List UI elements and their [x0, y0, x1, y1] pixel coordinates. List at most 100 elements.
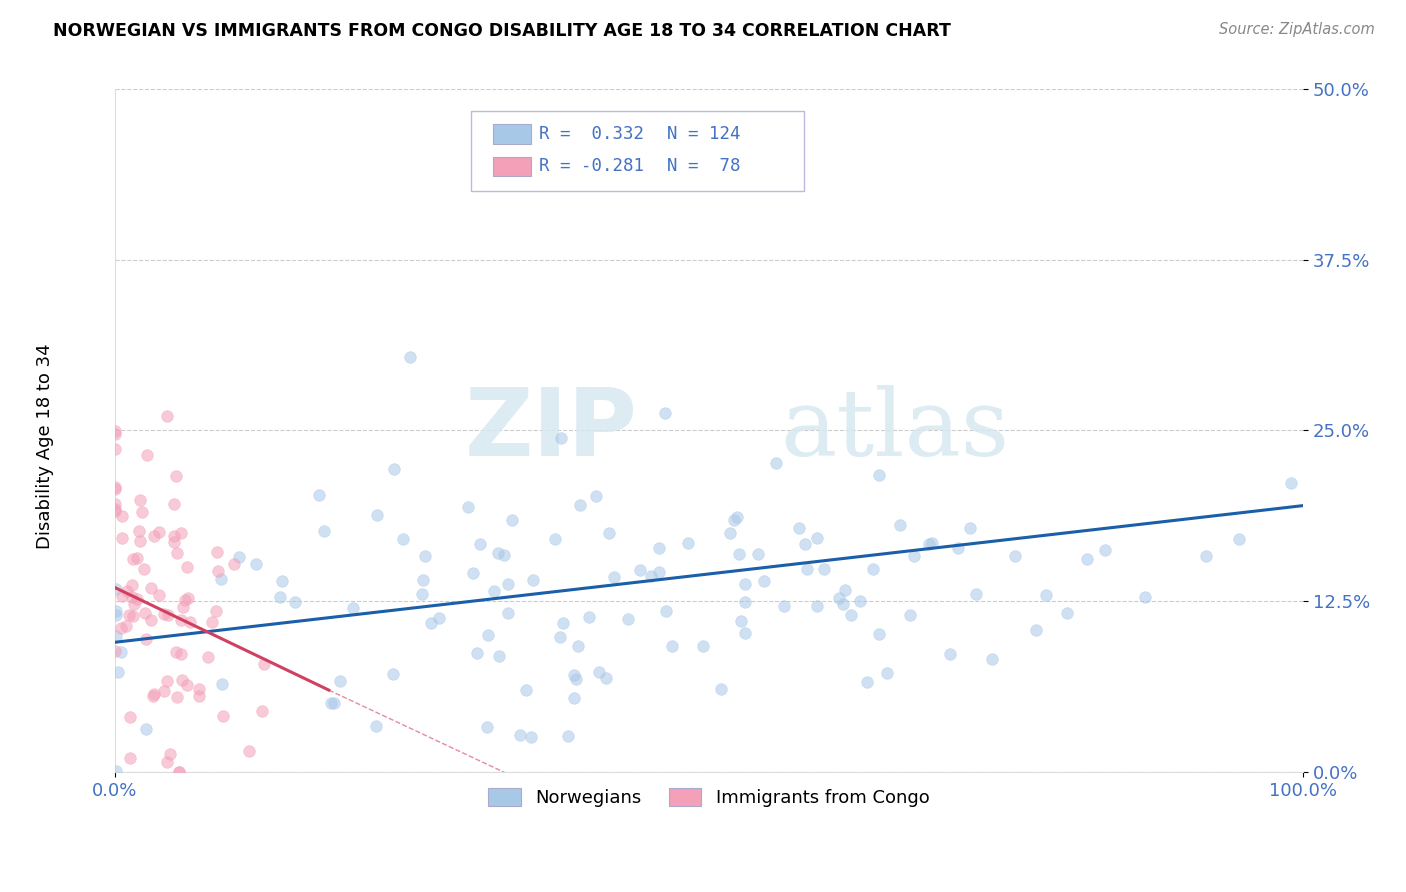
Point: [1135, 590, 1157, 604]
Point: [1227, 533, 1250, 547]
Point: [110, 645, 132, 659]
Point: [1076, 552, 1098, 566]
Point: [723, 512, 745, 526]
Point: [382, 462, 405, 476]
Point: [205, 545, 228, 559]
Point: [399, 350, 422, 364]
Point: [120, 710, 142, 724]
Point: [548, 630, 571, 644]
Point: [1279, 475, 1302, 490]
Text: R =  0.332: R = 0.332: [538, 125, 644, 143]
Point: [188, 690, 211, 704]
Point: [122, 597, 145, 611]
Point: [110, 531, 132, 545]
Point: [163, 497, 186, 511]
Text: atlas: atlas: [780, 385, 1010, 475]
Point: [522, 573, 544, 587]
Point: [188, 681, 211, 696]
Point: [323, 696, 346, 710]
Point: [1035, 588, 1057, 602]
Point: [105, 604, 128, 618]
Point: [876, 666, 898, 681]
Point: [197, 650, 219, 665]
Point: [166, 690, 188, 705]
Point: [1056, 607, 1078, 621]
Point: [946, 541, 969, 556]
Point: [163, 529, 186, 543]
Point: [156, 673, 179, 688]
Point: [238, 744, 260, 758]
Point: [411, 587, 433, 601]
Point: [209, 572, 232, 586]
Point: [501, 513, 523, 527]
Point: [169, 647, 191, 661]
Point: [135, 722, 157, 736]
Point: [172, 600, 194, 615]
Point: [342, 600, 364, 615]
Point: [366, 508, 388, 523]
Point: [104, 502, 127, 516]
Point: [104, 424, 127, 438]
Point: [174, 592, 197, 607]
Point: [578, 610, 600, 624]
Point: [141, 581, 163, 595]
Point: [120, 751, 142, 765]
Point: [269, 591, 291, 605]
Point: [544, 532, 567, 546]
Point: [110, 621, 132, 635]
Point: [482, 584, 505, 599]
Point: [104, 442, 127, 456]
Point: [167, 765, 190, 780]
Point: [211, 677, 233, 691]
Point: [787, 521, 810, 535]
Point: [628, 563, 651, 577]
Text: R = -0.281: R = -0.281: [538, 157, 644, 175]
Point: [413, 549, 436, 563]
Point: [678, 536, 700, 550]
Point: [889, 518, 911, 533]
Point: [470, 537, 492, 551]
Point: [496, 606, 519, 620]
Point: [730, 614, 752, 628]
Point: [806, 599, 828, 613]
Point: [492, 549, 515, 563]
Point: [284, 595, 307, 609]
Point: [142, 689, 165, 703]
Text: ZIP: ZIP: [465, 384, 638, 476]
Point: [156, 409, 179, 424]
Point: [204, 604, 226, 618]
Point: [104, 480, 127, 494]
Point: [148, 525, 170, 540]
Point: [165, 645, 187, 659]
Point: [128, 524, 150, 538]
Point: [747, 547, 769, 561]
Point: [921, 536, 943, 550]
Point: [118, 607, 141, 622]
Point: [562, 691, 585, 706]
Point: [122, 608, 145, 623]
Point: [228, 550, 250, 565]
Point: [427, 610, 450, 624]
Point: [166, 546, 188, 560]
Point: [253, 657, 276, 671]
Point: [868, 627, 890, 641]
Point: [509, 728, 531, 742]
Point: [165, 469, 187, 483]
Point: [515, 682, 537, 697]
Point: [139, 613, 162, 627]
Point: [567, 639, 589, 653]
Point: [148, 588, 170, 602]
Bar: [492, 124, 530, 144]
Bar: [492, 156, 530, 176]
Point: [640, 569, 662, 583]
Point: [391, 533, 413, 547]
Point: [308, 488, 330, 502]
Point: [412, 573, 434, 587]
Point: [849, 594, 872, 608]
Point: [1194, 549, 1216, 564]
Point: [134, 562, 156, 576]
Point: [1004, 549, 1026, 563]
Point: [959, 521, 981, 535]
Point: [111, 589, 134, 603]
Point: [550, 431, 572, 445]
